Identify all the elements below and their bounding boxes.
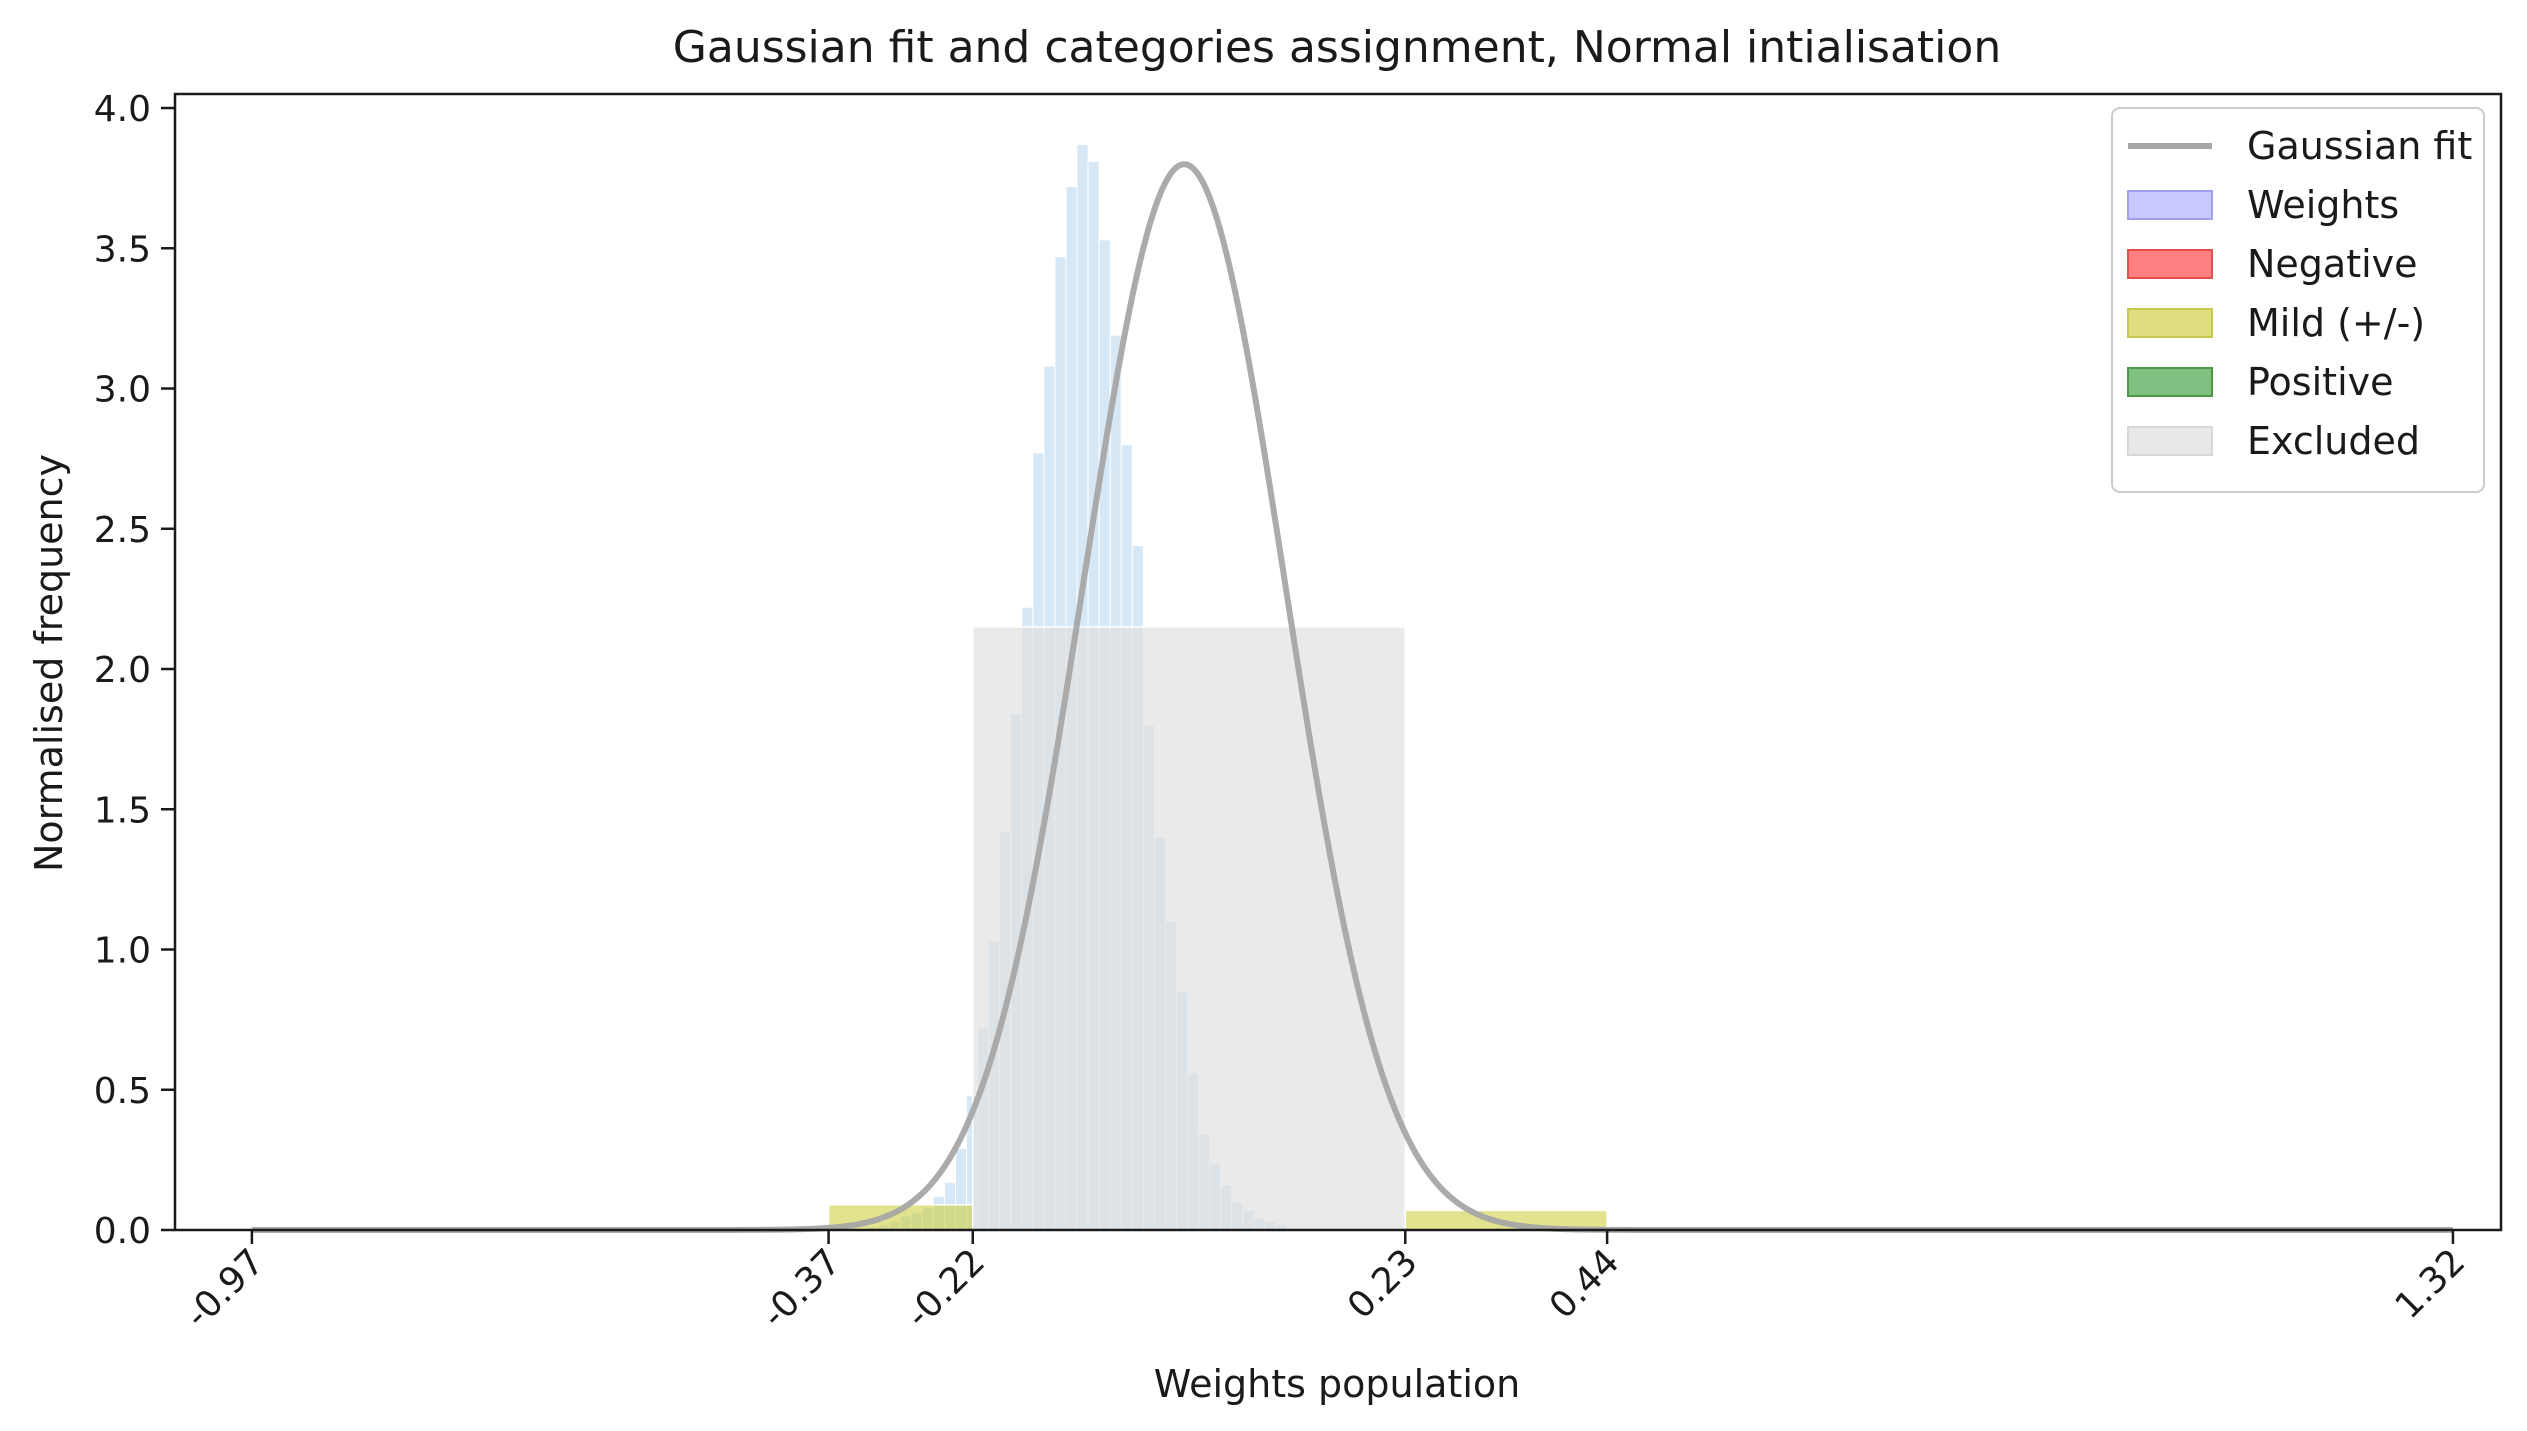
x-axis-label: Weights population xyxy=(1154,1362,1520,1406)
legend-label-gaussian_fit: Gaussian fit xyxy=(2247,124,2472,168)
legend-swatch-excluded xyxy=(2127,426,2213,456)
excluded-category-bar xyxy=(972,626,1407,1231)
y-tick-label: 2.0 xyxy=(94,650,151,691)
x-tick-label: -0.37 xyxy=(754,1241,849,1336)
legend-label-excluded: Excluded xyxy=(2247,419,2420,463)
y-tick-label: 0.0 xyxy=(94,1211,151,1252)
x-tick-label: -0.22 xyxy=(898,1241,993,1336)
y-tick-label: 3.5 xyxy=(94,229,151,270)
legend-swatch-mild xyxy=(2127,308,2213,338)
y-tick-label: 2.5 xyxy=(94,510,151,551)
legend-swatch-negative xyxy=(2127,249,2213,279)
chart-title: Gaussian fit and categories assignment, … xyxy=(673,22,2001,73)
plot-frame xyxy=(173,92,2503,1232)
x-axis-ticks: -0.97 -0.37 -0.22 0.23 0.44 1.32 xyxy=(177,1230,2473,1336)
x-tick-label: 0.23 xyxy=(1340,1241,1426,1327)
legend-swatch-positive xyxy=(2127,367,2213,397)
x-tick-label: -0.97 xyxy=(177,1241,272,1336)
y-tick-label: 1.0 xyxy=(94,931,151,972)
y-tick-label: 0.5 xyxy=(94,1071,151,1112)
legend: Gaussian fit Weights Negative Mild (+/-) Pos… xyxy=(2111,107,2485,493)
y-axis-ticks: 0.0 0.5 1.0 1.5 2.0 2.5 3.0 3.5 4.0 xyxy=(94,89,175,1252)
x-tick-label: 1.32 xyxy=(2388,1241,2474,1327)
plot-area xyxy=(251,143,2454,1233)
legend-label-weights: Weights xyxy=(2247,183,2399,227)
legend-label-negative: Negative xyxy=(2247,242,2418,286)
y-tick-label: 4.0 xyxy=(94,89,151,130)
legend-swatch-weights xyxy=(2127,190,2213,220)
x-tick-label: 0.44 xyxy=(1542,1241,1628,1327)
y-axis-label: Normalised frequency xyxy=(27,454,71,872)
y-tick-label: 1.5 xyxy=(94,790,151,831)
legend-label-positive: Positive xyxy=(2247,360,2394,404)
y-tick-label: 3.0 xyxy=(94,370,151,411)
legend-label-mild: Mild (+/-) xyxy=(2247,301,2425,345)
